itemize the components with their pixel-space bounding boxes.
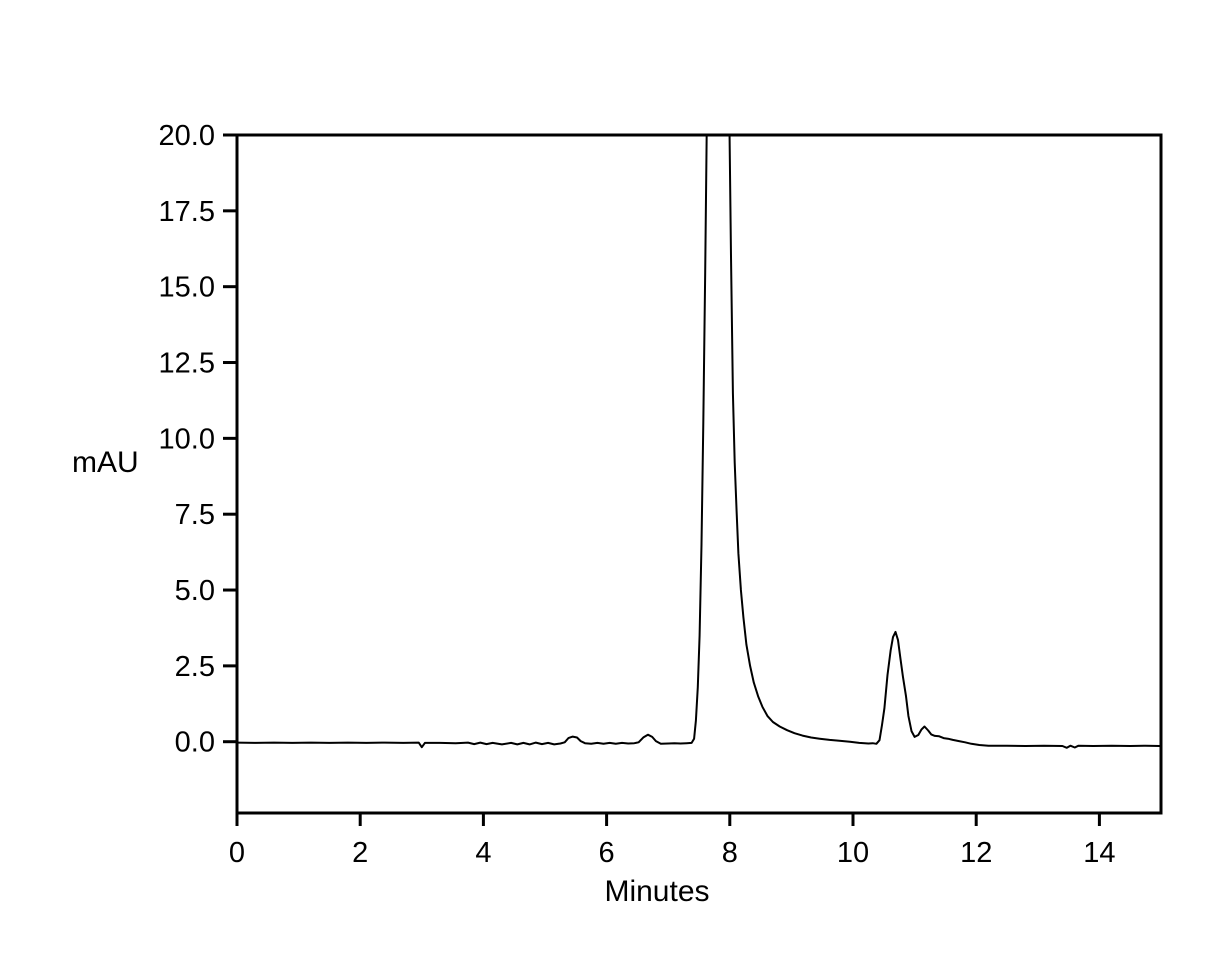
x-tick-label: 0 xyxy=(229,837,245,869)
y-tick-label: 7.5 xyxy=(175,499,215,531)
x-tick-label: 2 xyxy=(352,837,368,869)
y-axis-title: mAU xyxy=(72,446,139,479)
y-tick-label: 2.5 xyxy=(175,651,215,683)
y-tick-label: 15.0 xyxy=(159,272,215,304)
y-tick-label: 20.0 xyxy=(159,120,215,152)
plot-border xyxy=(235,133,1163,815)
signal-trace xyxy=(237,135,1161,749)
x-tick-label: 4 xyxy=(475,837,491,869)
x-tick-label: 12 xyxy=(960,837,992,869)
y-tick-label: 12.5 xyxy=(159,348,215,380)
y-tick-label: 17.5 xyxy=(159,196,215,228)
x-tick-label: 6 xyxy=(599,837,615,869)
plot-area: 0 2 4 6 8 10 12 14 0.0 2.5 5.0 7.5 10.0 12.5 15.0 17.5 2… xyxy=(159,120,1161,869)
x-tick-label: 10 xyxy=(837,837,869,869)
y-tick-label: 10.0 xyxy=(159,423,215,455)
x-axis-title: Minutes xyxy=(604,875,709,908)
y-tick-label: 0.0 xyxy=(175,727,215,759)
x-tick-label: 8 xyxy=(722,837,738,869)
x-tick-label: 14 xyxy=(1083,837,1115,869)
y-tick-label: 5.0 xyxy=(175,575,215,607)
